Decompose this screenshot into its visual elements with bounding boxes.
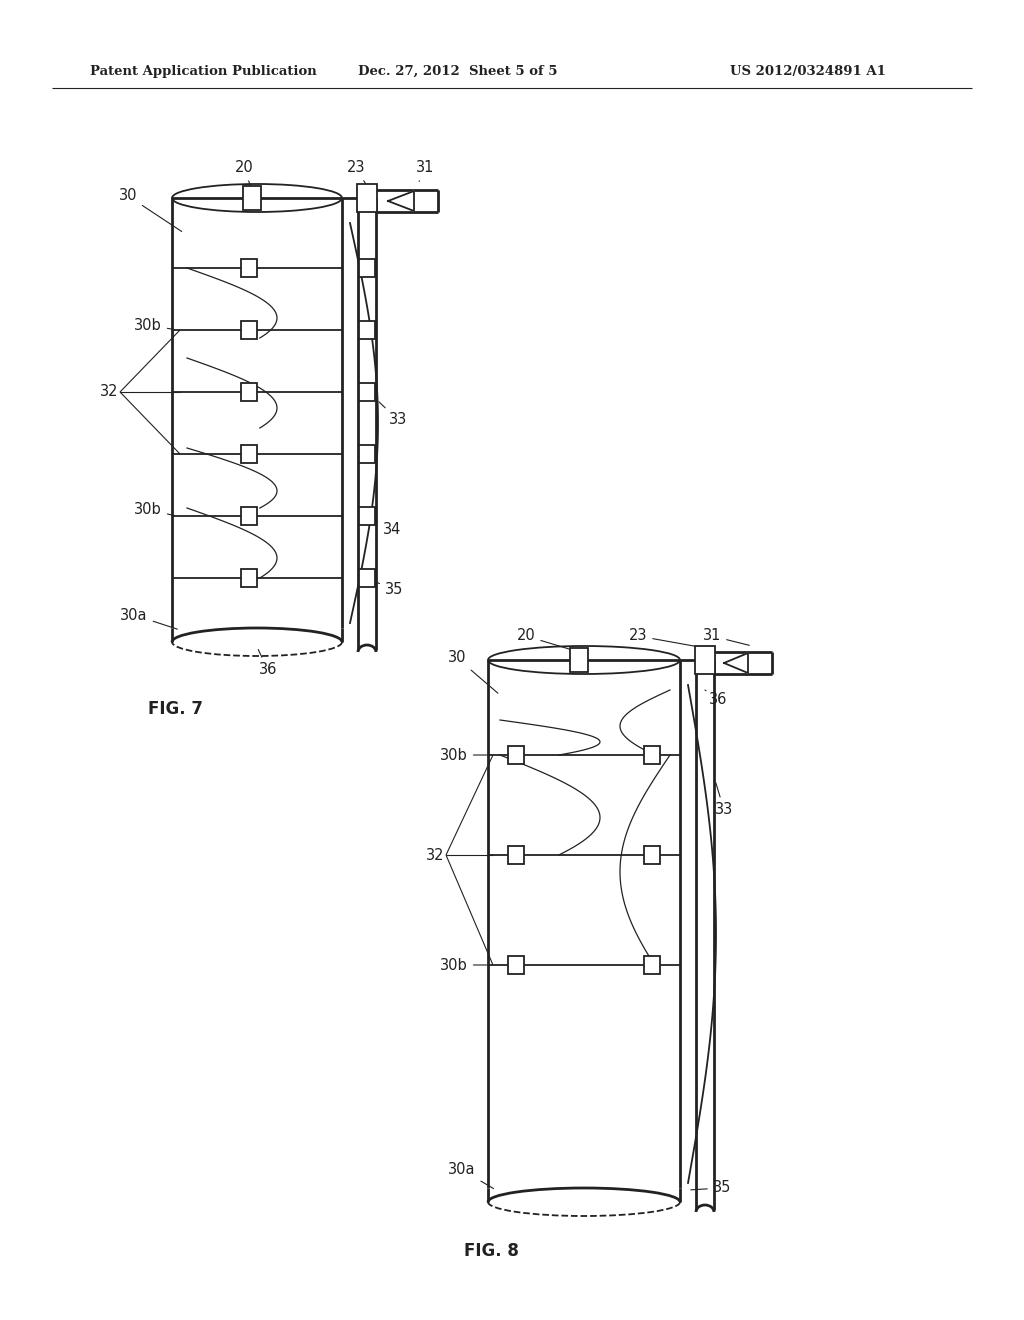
Text: 23: 23 <box>347 161 366 183</box>
Text: Patent Application Publication: Patent Application Publication <box>90 65 316 78</box>
Bar <box>644 846 660 865</box>
Text: 23: 23 <box>629 628 702 648</box>
Text: 31: 31 <box>702 628 750 645</box>
Bar <box>359 507 375 525</box>
Text: 35: 35 <box>691 1180 731 1196</box>
Bar <box>359 259 375 277</box>
Text: Dec. 27, 2012  Sheet 5 of 5: Dec. 27, 2012 Sheet 5 of 5 <box>358 65 557 78</box>
Text: 20: 20 <box>234 161 253 187</box>
Bar <box>359 569 375 587</box>
Polygon shape <box>724 653 748 673</box>
Bar <box>359 445 375 463</box>
Text: 33: 33 <box>379 401 408 428</box>
Bar <box>241 259 257 277</box>
Bar <box>357 183 377 213</box>
Text: 20: 20 <box>517 628 577 651</box>
Bar <box>241 507 257 525</box>
Bar <box>243 186 261 210</box>
Bar <box>695 645 715 675</box>
Text: 30a: 30a <box>449 1163 494 1188</box>
Text: FIG. 7: FIG. 7 <box>148 700 203 718</box>
Text: 30b: 30b <box>440 957 490 973</box>
Bar <box>508 956 524 974</box>
Bar <box>359 383 375 401</box>
Text: 33: 33 <box>715 783 733 817</box>
Bar <box>359 321 375 339</box>
Text: 31: 31 <box>416 161 434 181</box>
Text: 35: 35 <box>370 579 403 598</box>
Bar <box>644 956 660 974</box>
Text: 34: 34 <box>370 517 401 537</box>
Text: 30b: 30b <box>134 503 174 517</box>
Text: FIG. 8: FIG. 8 <box>464 1242 519 1261</box>
Text: 32: 32 <box>426 847 444 862</box>
Text: 30: 30 <box>119 189 181 231</box>
Bar <box>570 648 588 672</box>
Text: 30b: 30b <box>440 747 490 763</box>
Text: 30a: 30a <box>120 607 177 630</box>
Text: US 2012/0324891 A1: US 2012/0324891 A1 <box>730 65 886 78</box>
Bar <box>508 846 524 865</box>
Polygon shape <box>388 191 414 211</box>
Bar <box>241 569 257 587</box>
Text: 36: 36 <box>705 690 727 708</box>
Bar <box>241 445 257 463</box>
Bar <box>241 383 257 401</box>
Text: 30: 30 <box>447 651 498 693</box>
Bar <box>241 321 257 339</box>
Text: 36: 36 <box>258 649 278 677</box>
Bar <box>644 746 660 764</box>
Text: 30b: 30b <box>134 318 174 333</box>
Text: 32: 32 <box>99 384 118 400</box>
Bar <box>508 746 524 764</box>
